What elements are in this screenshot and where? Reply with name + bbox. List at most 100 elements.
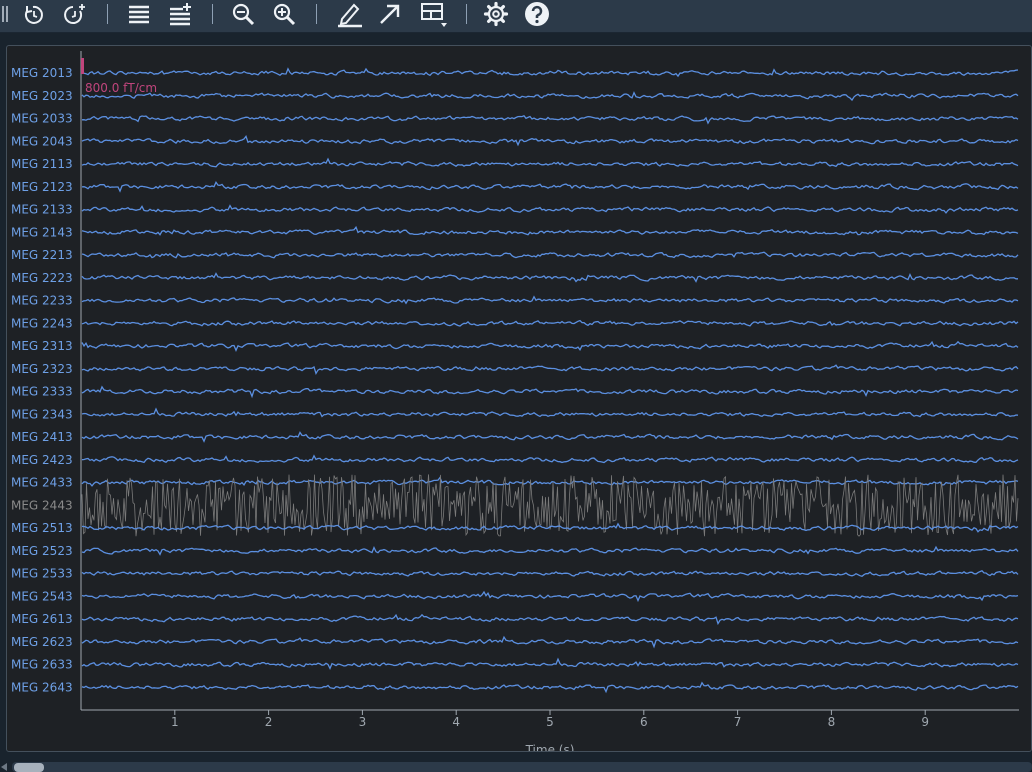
channel-trace[interactable] xyxy=(81,590,1019,603)
channel-trace[interactable] xyxy=(81,115,1019,125)
x-tick-label: 6 xyxy=(640,715,648,729)
x-tick-label: 5 xyxy=(546,715,554,729)
toolbar-separator xyxy=(212,4,213,24)
channel-label[interactable]: MEG 2113 xyxy=(11,157,73,171)
channel-trace[interactable] xyxy=(82,67,1019,78)
channel-label[interactable]: MEG 2243 xyxy=(11,316,73,330)
channel-label[interactable]: MEG 2623 xyxy=(11,635,73,649)
channel-trace[interactable] xyxy=(81,251,1019,259)
data-browser-viewport[interactable]: MEG 2013 MEG 2023 MEG 2033 MEG 2043 MEG 2113… xyxy=(6,45,1032,752)
channel-trace[interactable] xyxy=(81,135,1019,147)
channel-trace[interactable] xyxy=(81,225,1019,236)
channel-trace[interactable] xyxy=(81,364,1019,375)
x-tick-label: 7 xyxy=(734,715,742,729)
x-tick-label: 2 xyxy=(265,715,273,729)
channel-label[interactable]: MEG 2313 xyxy=(11,339,73,353)
more-channels-button[interactable] xyxy=(165,0,195,28)
channel-label[interactable]: MEG 2323 xyxy=(11,362,73,376)
settings-button[interactable] xyxy=(481,0,511,28)
channel-label[interactable]: MEG 2213 xyxy=(11,248,73,262)
annotation-pen-icon xyxy=(338,3,362,28)
time-forward-button[interactable] xyxy=(60,0,90,28)
channel-label[interactable]: MEG 2643 xyxy=(11,680,73,694)
channel-trace[interactable] xyxy=(81,431,1019,443)
channel-trace[interactable] xyxy=(81,340,1019,352)
x-tick-label: 1 xyxy=(171,715,179,729)
scroll-left-arrow[interactable] xyxy=(1,763,7,771)
channel-label[interactable]: MEG 2423 xyxy=(11,453,73,467)
channel-trace[interactable] xyxy=(81,181,1019,193)
x-tick-label: 8 xyxy=(828,715,836,729)
settings-gear-icon xyxy=(483,1,509,27)
channel-trace[interactable] xyxy=(81,613,1019,626)
zoom-in-icon xyxy=(273,3,296,26)
projector-button[interactable] xyxy=(375,0,405,28)
channel-label[interactable]: MEG 2613 xyxy=(11,612,73,626)
x-tick-label: 9 xyxy=(921,715,929,729)
channel-trace[interactable] xyxy=(81,157,1019,168)
fewer-channels-button[interactable] xyxy=(124,0,154,28)
channel-trace[interactable] xyxy=(81,681,1019,694)
channel-label[interactable]: MEG 2633 xyxy=(11,658,73,672)
zoom-out-icon xyxy=(232,3,255,26)
time-forward-icon xyxy=(64,4,85,24)
toolbar-separator xyxy=(316,4,317,24)
channel-label[interactable]: MEG 2433 xyxy=(11,476,73,490)
channel-trace[interactable] xyxy=(81,522,1019,533)
toolbar-grip[interactable] xyxy=(0,0,10,28)
toolbar-separator xyxy=(466,4,467,24)
scale-bar xyxy=(81,58,84,74)
scrollbar-handle[interactable] xyxy=(14,763,44,772)
channel-trace[interactable] xyxy=(81,407,1019,418)
zoom-out-button[interactable] xyxy=(229,0,257,28)
channel-label[interactable]: MEG 2013 xyxy=(11,66,73,80)
channel-trace[interactable] xyxy=(81,476,1019,487)
channel-label[interactable]: MEG 2123 xyxy=(11,180,73,194)
x-ticks-layer: 1 2 3 4 5 6 7 8 9 xyxy=(171,710,929,729)
x-axis-label: Time (s) xyxy=(525,743,575,751)
channel-label[interactable]: MEG 2233 xyxy=(11,294,73,308)
channel-trace[interactable] xyxy=(81,545,1019,556)
fewer-channels-icon xyxy=(129,5,149,24)
channel-label[interactable]: MEG 2133 xyxy=(11,203,73,217)
channel-label[interactable]: MEG 2523 xyxy=(11,544,73,558)
channel-trace[interactable] xyxy=(81,657,1019,670)
annotation-mode-button[interactable] xyxy=(334,0,364,28)
channel-label[interactable]: MEG 2333 xyxy=(11,385,73,399)
channel-trace[interactable] xyxy=(81,204,1019,214)
channel-label[interactable]: MEG 2023 xyxy=(11,89,73,103)
x-tick-label: 4 xyxy=(452,715,460,729)
channel-traces-plot[interactable]: MEG 2013 MEG 2023 MEG 2033 MEG 2043 MEG 2113… xyxy=(7,46,1031,751)
scale-bar-label: 800.0 fT/cm xyxy=(85,81,157,95)
channel-label[interactable]: MEG 2223 xyxy=(11,271,73,285)
channel-trace[interactable] xyxy=(81,570,1019,578)
help-button[interactable] xyxy=(522,0,552,28)
horizontal-scrollbar[interactable] xyxy=(12,762,1032,772)
toolbar-separator xyxy=(107,4,108,24)
channel-trace[interactable] xyxy=(81,319,1019,327)
time-back-icon xyxy=(24,5,43,24)
channel-label[interactable]: MEG 2533 xyxy=(11,567,73,581)
channel-label[interactable]: MEG 2443 xyxy=(11,498,73,512)
channel-trace[interactable] xyxy=(81,454,1019,464)
channel-label[interactable]: MEG 2143 xyxy=(11,225,73,239)
overview-button[interactable] xyxy=(416,0,452,28)
time-back-button[interactable] xyxy=(19,0,47,28)
x-tick-label: 3 xyxy=(359,715,367,729)
channel-trace[interactable] xyxy=(81,635,1019,649)
channel-label[interactable]: MEG 2033 xyxy=(11,112,73,126)
channel-label[interactable]: MEG 2343 xyxy=(11,407,73,421)
channel-label[interactable]: MEG 2513 xyxy=(11,521,73,535)
channel-label[interactable]: MEG 2413 xyxy=(11,430,73,444)
bad-channel-trace[interactable] xyxy=(81,474,1019,537)
traces-layer xyxy=(81,67,1019,694)
channel-trace[interactable] xyxy=(81,91,1019,102)
channel-trace[interactable] xyxy=(81,295,1019,305)
projector-arrow-icon xyxy=(380,4,400,24)
more-channels-icon xyxy=(170,3,191,26)
channel-label[interactable]: MEG 2543 xyxy=(11,589,73,603)
channel-trace[interactable] xyxy=(81,385,1019,399)
channel-trace[interactable] xyxy=(81,272,1018,283)
channel-label[interactable]: MEG 2043 xyxy=(11,134,73,148)
zoom-in-button[interactable] xyxy=(270,0,298,28)
